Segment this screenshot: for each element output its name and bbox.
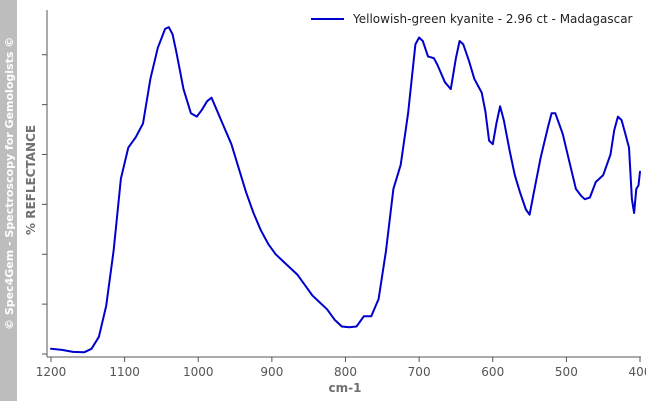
x-tick-label: 400 <box>629 365 646 379</box>
x-tick-label: 500 <box>555 365 578 379</box>
x-tick-label: 1000 <box>183 365 214 379</box>
x-tick-label: 700 <box>408 365 431 379</box>
x-axis-label: cm-1 <box>329 381 362 395</box>
series-group <box>50 26 641 354</box>
y-axis-label: % REFLECTANCE <box>24 125 38 235</box>
y-ticks <box>42 54 47 355</box>
x-tick-label: 1200 <box>36 365 67 379</box>
x-tick-label: 900 <box>260 365 283 379</box>
x-tick-label: 600 <box>481 365 504 379</box>
x-tick-labels: 1200 1100 1000 900 800 700 600 500 400 <box>36 365 646 379</box>
x-ticks <box>50 357 641 362</box>
watermark-text: © Spec4Gem - Spectroscopy for Gemologist… <box>3 37 16 330</box>
legend-label: Yellowish-green kyanite - 2.96 ct - Mada… <box>352 12 633 26</box>
legend: Yellowish-green kyanite - 2.96 ct - Mada… <box>311 12 633 26</box>
watermark-bar <box>0 0 17 401</box>
x-tick-label: 800 <box>334 365 357 379</box>
x-tick-label: 1100 <box>109 365 140 379</box>
series-line <box>50 26 641 354</box>
